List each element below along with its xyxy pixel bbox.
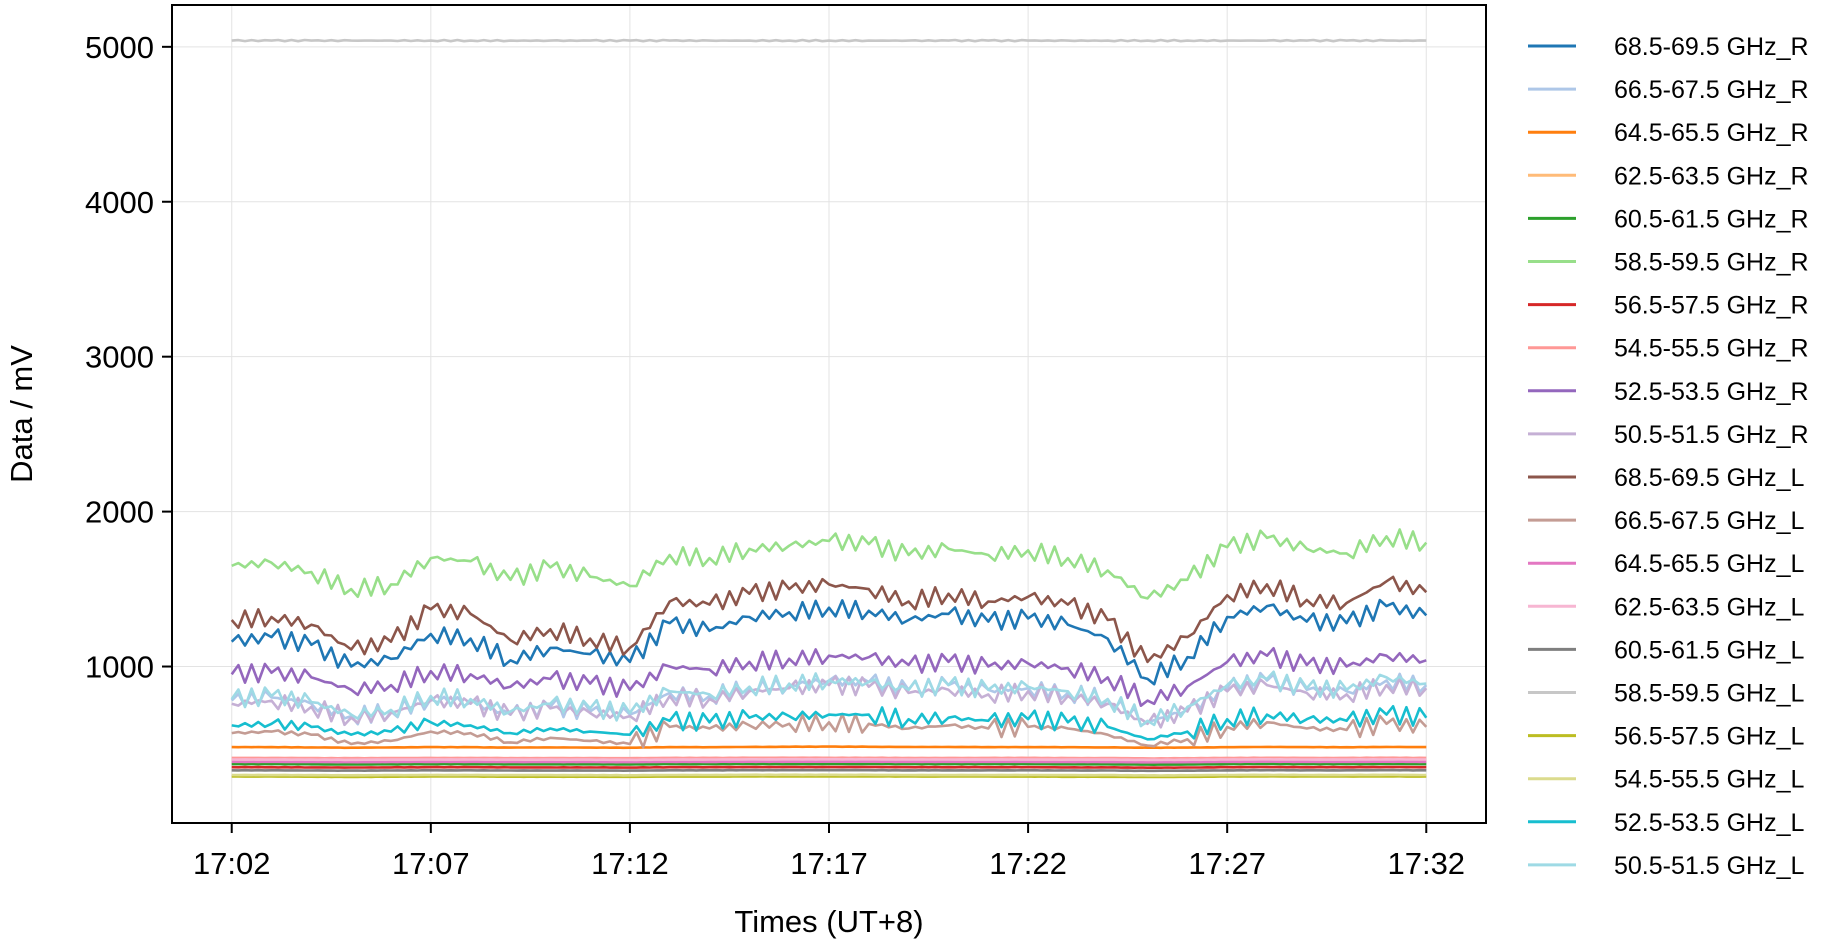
grid: [172, 5, 1486, 823]
legend-item: 68.5-69.5 GHz_R: [1528, 33, 1809, 61]
y-axis: 1000 2000 3000 4000 5000: [85, 30, 172, 685]
y-tick-label: 3000: [85, 340, 154, 375]
x-axis: 17:02 17:07 17:12 17:17 17:22 17:27 17:32: [193, 823, 1465, 881]
legend-item: 68.5-69.5 GHz_L: [1528, 464, 1804, 492]
legend-item: 50.5-51.5 GHz_L: [1528, 852, 1804, 880]
series-line: [230, 670, 1427, 728]
series-lines: [230, 38, 1428, 779]
legend-item: 52.5-53.5 GHz_R: [1528, 378, 1809, 406]
legend-item: 56.5-57.5 GHz_R: [1528, 292, 1809, 320]
y-tick-label: 5000: [85, 30, 154, 65]
series-line: [231, 712, 1428, 749]
x-tick-label: 17:12: [591, 846, 669, 881]
y-tick-label: 4000: [85, 185, 154, 220]
legend-label: 52.5-53.5 GHz_R: [1614, 378, 1809, 406]
legend-label: 66.5-67.5 GHz_L: [1614, 507, 1804, 535]
legend-label: 68.5-69.5 GHz_L: [1614, 464, 1804, 492]
series-line: [231, 768, 1427, 773]
legend-item: 58.5-59.5 GHz_R: [1528, 249, 1809, 277]
x-tick-label: 17:17: [790, 846, 868, 881]
legend-item: 62.5-63.5 GHz_R: [1528, 162, 1809, 190]
legend-item: 60.5-61.5 GHz_R: [1528, 205, 1809, 233]
y-tick-label: 1000: [85, 650, 154, 685]
legend-label: 64.5-65.5 GHz_L: [1614, 550, 1804, 578]
x-tick-label: 17:22: [989, 846, 1067, 881]
legend-label: 58.5-59.5 GHz_R: [1614, 249, 1809, 277]
legend-item: 56.5-57.5 GHz_L: [1528, 723, 1804, 751]
series-line: [231, 757, 1427, 762]
legend-item: 54.5-55.5 GHz_L: [1528, 766, 1804, 794]
legend-item: 54.5-55.5 GHz_R: [1528, 335, 1809, 363]
series-line: [230, 575, 1428, 664]
legend: 68.5-69.5 GHz_R 66.5-67.5 GHz_R 64.5-65.5 …: [1528, 33, 1809, 880]
legend-label: 56.5-57.5 GHz_R: [1614, 292, 1809, 320]
series-line: [231, 765, 1427, 769]
series-line: [230, 598, 1428, 686]
legend-item: 66.5-67.5 GHz_R: [1528, 76, 1809, 104]
legend-label: 62.5-63.5 GHz_R: [1614, 162, 1809, 190]
x-axis-label: Times (UT+8): [734, 904, 923, 939]
y-axis-label: Data / mV: [4, 345, 39, 483]
series-line: [231, 705, 1428, 741]
legend-label: 64.5-65.5 GHz_R: [1614, 119, 1809, 147]
series-line: [231, 773, 1427, 777]
legend-label: 62.5-63.5 GHz_L: [1614, 593, 1804, 621]
series-line: [231, 745, 1427, 750]
series-line: [230, 647, 1427, 707]
series-line: [231, 675, 1428, 729]
series-line: [231, 762, 1427, 766]
legend-label: 54.5-55.5 GHz_L: [1614, 766, 1804, 794]
x-tick-label: 17:27: [1188, 846, 1266, 881]
x-tick-label: 17:32: [1387, 846, 1465, 881]
legend-label: 52.5-53.5 GHz_L: [1614, 809, 1804, 837]
legend-item: 66.5-67.5 GHz_L: [1528, 507, 1804, 535]
legend-label: 60.5-61.5 GHz_L: [1614, 636, 1804, 664]
series-line: [231, 756, 1427, 760]
series-line: [231, 775, 1427, 779]
legend-item: 60.5-61.5 GHz_L: [1528, 636, 1804, 664]
legend-label: 50.5-51.5 GHz_L: [1614, 852, 1804, 880]
legend-item: 50.5-51.5 GHz_R: [1528, 421, 1809, 449]
x-tick-label: 17:02: [193, 846, 271, 881]
legend-label: 50.5-51.5 GHz_R: [1614, 421, 1809, 449]
legend-label: 60.5-61.5 GHz_R: [1614, 205, 1809, 233]
legend-item: 52.5-53.5 GHz_L: [1528, 809, 1804, 837]
y-tick-label: 2000: [85, 495, 154, 530]
legend-label: 56.5-57.5 GHz_L: [1614, 723, 1804, 751]
legend-label: 68.5-69.5 GHz_R: [1614, 33, 1809, 61]
series-line: [231, 528, 1428, 600]
legend-item: 58.5-59.5 GHz_L: [1528, 680, 1804, 708]
legend-item: 62.5-63.5 GHz_L: [1528, 593, 1804, 621]
legend-label: 66.5-67.5 GHz_R: [1614, 76, 1809, 104]
series-line: [231, 760, 1427, 764]
x-tick-label: 17:07: [392, 846, 470, 881]
legend-item: 64.5-65.5 GHz_L: [1528, 550, 1804, 578]
legend-item: 64.5-65.5 GHz_R: [1528, 119, 1809, 147]
series-line: [231, 38, 1427, 43]
legend-label: 58.5-59.5 GHz_L: [1614, 680, 1804, 708]
legend-label: 54.5-55.5 GHz_R: [1614, 335, 1809, 363]
